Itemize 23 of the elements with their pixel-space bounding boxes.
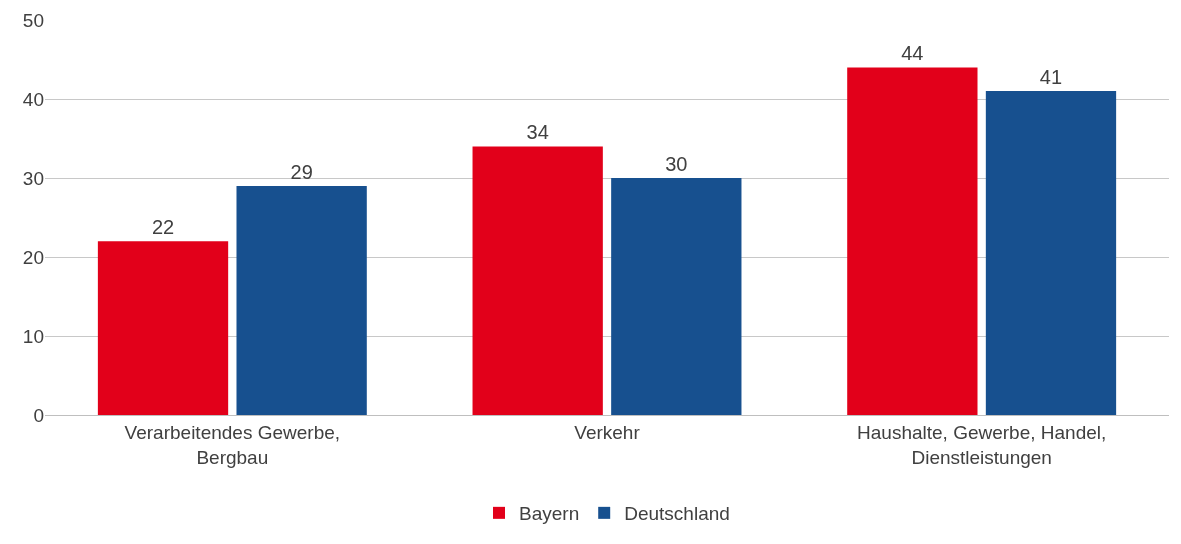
legend-label: Bayern xyxy=(519,503,580,525)
legend-label: Deutschland xyxy=(624,503,730,525)
data-label: 30 xyxy=(665,153,688,175)
bar xyxy=(847,67,978,415)
bar xyxy=(472,146,603,415)
y-tick-label: 40 xyxy=(22,88,44,110)
bar xyxy=(611,178,742,415)
y-tick-label: 0 xyxy=(33,404,44,426)
y-tick-label: 30 xyxy=(22,167,44,189)
x-tick-label: Verkehr xyxy=(574,421,641,443)
x-tick-label: Haushalte, Gewerbe, Handel, Dienstleistungen xyxy=(857,421,1107,468)
bar xyxy=(985,91,1117,415)
data-label: 41 xyxy=(1039,66,1063,89)
x-tick-label: Verarbeitendes Gewerbe, Bergbau xyxy=(124,421,341,468)
data-label: 29 xyxy=(290,160,313,183)
y-tick-label: 20 xyxy=(22,246,44,268)
y-tick-label: 10 xyxy=(22,325,44,347)
data-label: 22 xyxy=(151,216,175,239)
bar xyxy=(97,241,229,415)
data-label: 44 xyxy=(901,42,924,65)
bar xyxy=(236,185,367,415)
data-label: 34 xyxy=(526,121,549,144)
y-tick-label: 50 xyxy=(22,9,44,31)
